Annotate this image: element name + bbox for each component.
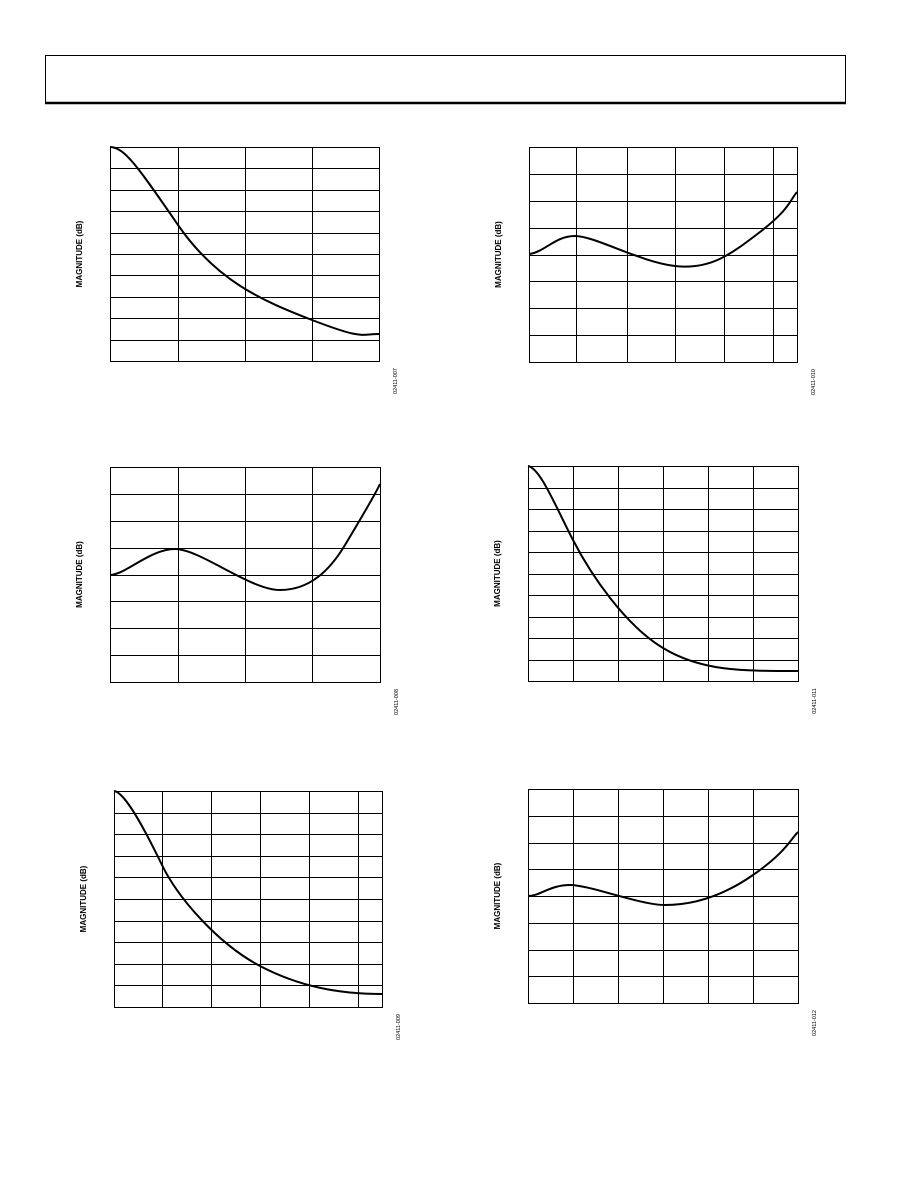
- figure-id: 02411-009: [396, 1014, 402, 1040]
- figure-id: 02411-011: [812, 688, 818, 714]
- curve: [527, 465, 799, 672]
- header-box: [45, 55, 846, 104]
- y-axis-label: MAGNITUDE (dB): [75, 541, 84, 608]
- curve: [527, 831, 799, 907]
- figure-id: 02411-010: [811, 369, 817, 395]
- curve: [109, 483, 381, 592]
- figure-id: 02411-008: [394, 689, 400, 715]
- y-axis-label: MAGNITUDE (dB): [493, 540, 502, 607]
- y-axis-label: MAGNITUDE (dB): [75, 220, 84, 287]
- figure-id: 02411-012: [812, 1010, 818, 1036]
- curve: [528, 191, 798, 268]
- y-axis-label: MAGNITUDE (dB): [494, 221, 503, 288]
- plots: MAGNITUDE (dB) 02411-007 MAGNITUDE (dB) 024…: [75, 147, 818, 1040]
- curve: [113, 790, 383, 995]
- curve: [109, 146, 380, 336]
- y-axis-label: MAGNITUDE (dB): [493, 862, 502, 929]
- y-axis-label: MAGNITUDE (dB): [79, 865, 88, 932]
- figure-id: 02411-007: [393, 368, 399, 394]
